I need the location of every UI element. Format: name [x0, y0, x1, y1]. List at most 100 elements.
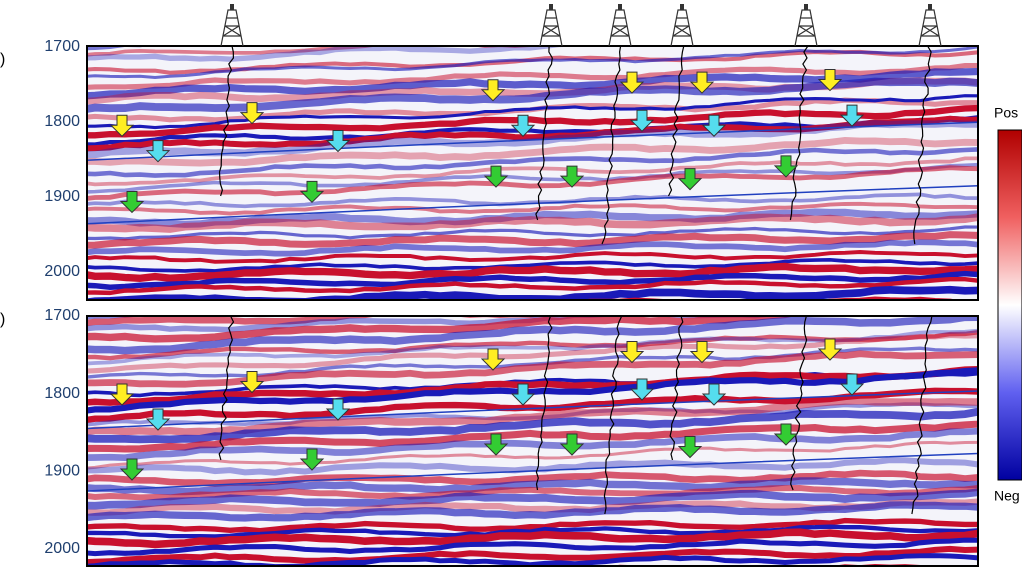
reflector — [87, 367, 978, 414]
reflector — [87, 257, 978, 273]
reflector — [87, 192, 978, 209]
reflector — [87, 365, 978, 406]
arrow-marker — [629, 109, 655, 132]
reflector — [87, 276, 978, 296]
reflector — [87, 440, 978, 470]
reflector — [610, 563, 943, 566]
reflector — [87, 545, 978, 566]
reflector — [87, 262, 978, 282]
arrow-marker — [239, 371, 265, 394]
reflector — [87, 270, 978, 290]
arrow-marker — [701, 383, 727, 406]
horizon — [87, 390, 978, 430]
horizon — [87, 452, 978, 492]
reflector — [87, 201, 978, 216]
reflector — [87, 94, 978, 130]
arrow-marker — [689, 341, 715, 364]
arrow-marker — [510, 383, 536, 406]
colorbar-bottom-label: Neg — [994, 488, 1020, 504]
reflector — [87, 208, 978, 228]
reflector — [87, 46, 547, 57]
arrow-marker — [480, 79, 506, 102]
y-tick-label: 1800 — [44, 113, 80, 130]
arrow-marker — [773, 423, 799, 446]
arrow-marker — [325, 130, 351, 153]
reflector — [87, 46, 314, 51]
reflector — [87, 316, 556, 327]
horizon — [87, 184, 978, 225]
reflector — [87, 156, 978, 187]
reflector — [87, 397, 978, 436]
well-log — [601, 46, 622, 245]
arrow-marker — [817, 338, 843, 361]
reflector — [87, 427, 978, 462]
arrow-marker — [483, 165, 509, 188]
derrick-icon — [220, 9, 244, 47]
reflector — [87, 485, 978, 501]
arrow-marker — [299, 180, 325, 204]
reflector — [87, 488, 978, 510]
derrick-icon — [549, 4, 553, 10]
panel-label: ) — [0, 51, 5, 68]
well-log — [913, 46, 932, 245]
reflector — [87, 316, 978, 355]
reflector — [87, 316, 911, 343]
well-log — [669, 316, 684, 461]
reflector — [87, 239, 978, 257]
y-tick-label: 1700 — [44, 38, 80, 55]
well-log — [218, 316, 235, 461]
well-log — [790, 316, 808, 491]
seismic-panel — [87, 316, 978, 566]
derrick-icon — [670, 9, 694, 47]
arrow-marker — [677, 436, 703, 459]
well-log — [911, 316, 933, 515]
horizon — [87, 121, 978, 162]
derrick-icon — [230, 4, 234, 10]
arrow-marker — [619, 71, 645, 94]
arrow-marker — [239, 102, 265, 125]
arrow-marker — [839, 104, 865, 127]
derrick-icon — [794, 9, 818, 47]
arrow-marker — [559, 433, 585, 456]
seismic-panel — [87, 46, 978, 300]
y-tick-label: 1700 — [44, 307, 80, 324]
derrick-icon — [608, 9, 632, 47]
reflector — [87, 165, 978, 201]
panel-frame — [86, 45, 979, 301]
reflector — [87, 469, 978, 487]
reflector — [87, 528, 978, 549]
reflector — [87, 537, 978, 557]
well-log — [667, 46, 685, 197]
arrow-marker — [773, 155, 799, 178]
well-log — [535, 316, 553, 491]
reflector — [87, 147, 978, 178]
arrow-marker — [559, 165, 585, 188]
reflector — [87, 115, 978, 152]
well-log — [218, 46, 235, 197]
derrick-icon — [680, 4, 684, 10]
arrow-marker — [480, 348, 506, 371]
derrick-icon — [928, 4, 932, 10]
colorbar-top-label: Pos — [994, 105, 1018, 121]
arrow-marker — [483, 433, 509, 456]
arrow-marker — [629, 378, 655, 401]
reflector — [87, 420, 978, 453]
reflector — [87, 501, 978, 522]
arrow-marker — [119, 458, 145, 481]
y-tick-label: 1900 — [44, 188, 80, 205]
panel-label: ) — [0, 311, 5, 328]
reflector — [87, 213, 978, 233]
derrick-icon — [539, 9, 563, 47]
reflector — [87, 517, 978, 534]
reflector — [87, 231, 978, 249]
reflector — [87, 407, 978, 444]
arrow-marker — [109, 383, 135, 406]
arrow-marker — [119, 190, 145, 214]
arrow-marker — [619, 341, 645, 364]
arrow-marker — [701, 114, 727, 137]
reflector — [87, 225, 978, 241]
arrow-marker — [510, 114, 536, 137]
reflector — [87, 136, 978, 167]
arrow-marker — [817, 69, 843, 92]
